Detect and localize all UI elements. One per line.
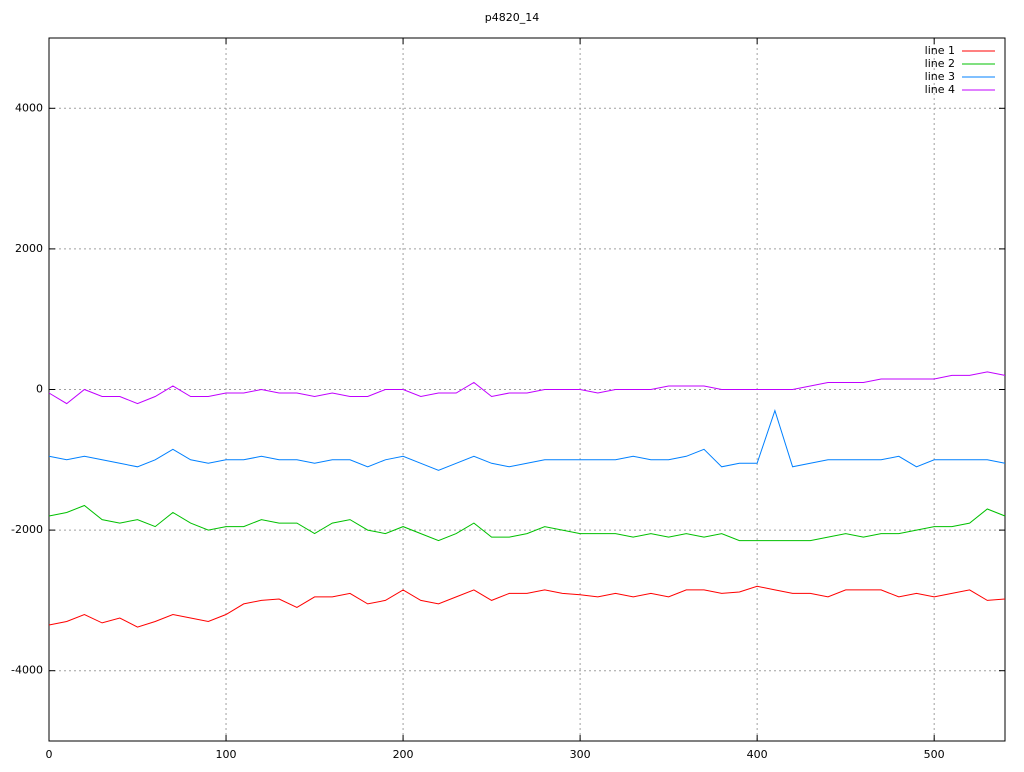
legend-label: line 3 <box>925 70 955 83</box>
x-tick-label: 300 <box>570 748 591 761</box>
legend-label: line 1 <box>925 44 955 57</box>
y-tick-label: 4000 <box>15 101 43 114</box>
data-line <box>48 504 1006 542</box>
data-line <box>48 371 1006 405</box>
legend-label: line 4 <box>925 83 955 96</box>
data-line <box>48 585 1006 628</box>
y-tick-label: 0 <box>36 383 43 396</box>
x-tick-label: 400 <box>747 748 768 761</box>
y-tick-label: -2000 <box>11 523 43 536</box>
x-tick-label: 100 <box>216 748 237 761</box>
chart-title: p4820_14 <box>485 11 539 24</box>
y-tick-label: 2000 <box>15 242 43 255</box>
legend-label: line 2 <box>925 57 955 70</box>
plot-border <box>48 37 1006 742</box>
x-tick-label: 0 <box>46 748 53 761</box>
y-tick-label: -4000 <box>11 664 43 677</box>
x-tick-label: 500 <box>924 748 945 761</box>
data-line <box>48 408 1006 471</box>
x-tick-label: 200 <box>393 748 414 761</box>
